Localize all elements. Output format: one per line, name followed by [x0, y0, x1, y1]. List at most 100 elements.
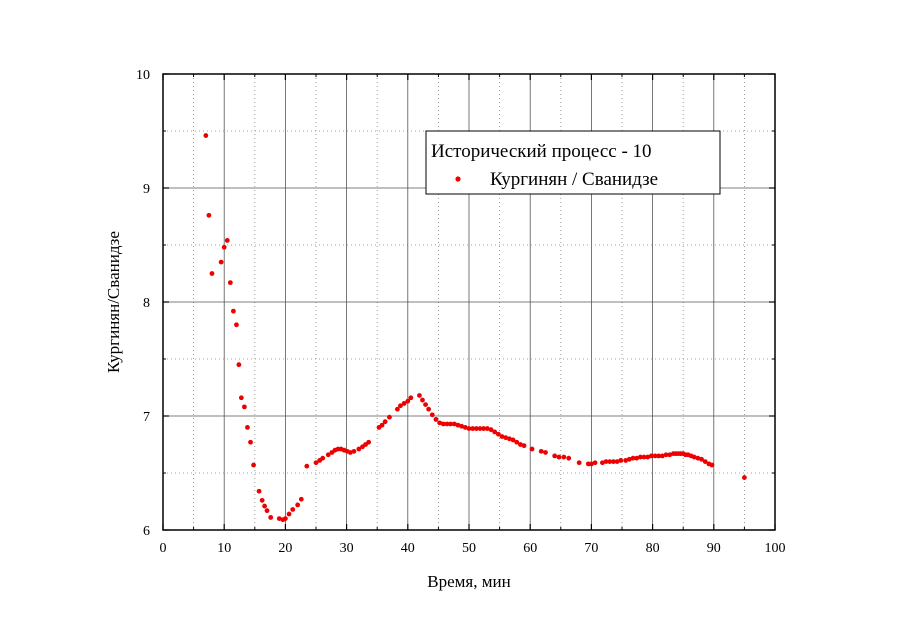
data-point — [351, 448, 357, 454]
data-point — [645, 454, 651, 460]
data-point — [276, 516, 282, 521]
data-point — [218, 259, 224, 265]
y-tick-label: 6 — [143, 524, 150, 539]
data-point — [623, 458, 629, 463]
data-point — [451, 421, 457, 427]
data-point — [473, 426, 479, 431]
data-point — [634, 455, 640, 461]
x-tick-label: 100 — [765, 541, 786, 556]
data-point — [556, 454, 562, 460]
data-point — [470, 426, 476, 431]
data-point — [656, 453, 662, 459]
y-axis-ticks: 6 7 8 9 10 — [136, 68, 775, 539]
data-point — [691, 454, 697, 460]
data-point — [248, 439, 253, 445]
data-point — [448, 421, 454, 427]
data-point — [538, 448, 544, 454]
data-point — [440, 421, 446, 427]
data-point — [641, 454, 647, 460]
data-point — [356, 446, 362, 452]
data-point — [589, 461, 594, 467]
data-point — [259, 497, 265, 503]
data-point — [234, 322, 239, 328]
data-point — [382, 419, 388, 425]
legend-title: Исторический процесс - 10 — [431, 141, 652, 162]
x-tick-label: 60 — [523, 541, 537, 556]
data-point — [603, 459, 609, 464]
data-point — [637, 454, 643, 460]
x-axis-ticks: 0 10 20 30 40 50 60 70 80 90 100 — [160, 74, 786, 556]
data-point — [420, 397, 425, 403]
x-axis-label: Время, мин — [427, 572, 510, 591]
legend-entry: Кургинян / Сванидзе — [490, 169, 658, 190]
minor-ticks — [163, 74, 775, 530]
data-points — [203, 133, 747, 523]
legend-marker — [455, 176, 461, 182]
data-point — [429, 412, 435, 418]
data-point — [614, 459, 620, 464]
data-point — [492, 429, 498, 435]
data-point — [466, 426, 472, 431]
data-point — [600, 460, 605, 466]
x-tick-label: 10 — [217, 541, 231, 556]
data-point — [206, 212, 212, 218]
data-point — [561, 454, 567, 460]
data-point — [224, 238, 230, 243]
data-point — [379, 422, 385, 428]
y-tick-label: 10 — [136, 68, 150, 83]
data-point — [630, 455, 636, 461]
data-point — [503, 435, 509, 441]
data-point — [437, 420, 443, 426]
data-point — [417, 393, 422, 398]
x-tick-label: 0 — [160, 541, 167, 556]
data-point — [251, 462, 256, 468]
data-point — [484, 426, 490, 431]
data-point — [462, 425, 468, 430]
data-point — [495, 431, 501, 437]
data-point — [394, 406, 400, 412]
data-point — [423, 402, 428, 407]
data-point — [290, 507, 296, 512]
data-point — [626, 456, 632, 462]
data-point — [695, 455, 701, 461]
data-point — [298, 496, 304, 502]
data-point — [268, 515, 274, 520]
data-point — [236, 362, 242, 368]
y-axis-label: Кургинян/Сванидзе — [104, 231, 123, 373]
data-point — [295, 502, 301, 508]
data-point — [481, 426, 487, 431]
data-point — [702, 459, 708, 464]
data-point — [444, 421, 450, 427]
data-point — [264, 508, 270, 514]
data-point — [477, 426, 483, 431]
data-point — [283, 516, 288, 521]
x-tick-label: 30 — [340, 541, 354, 556]
data-point — [230, 308, 236, 314]
data-point — [408, 395, 414, 401]
y-tick-label: 9 — [143, 182, 150, 197]
data-point — [576, 460, 582, 466]
data-point — [203, 133, 209, 138]
data-point — [699, 456, 704, 462]
data-point — [543, 450, 548, 455]
x-tick-label: 40 — [401, 541, 415, 556]
data-point — [607, 459, 613, 464]
data-point — [433, 417, 439, 422]
legend-box — [425, 130, 721, 195]
data-point — [709, 462, 715, 468]
x-tick-label: 20 — [278, 541, 292, 556]
data-point — [238, 395, 244, 401]
data-point — [506, 436, 512, 442]
data-point — [652, 453, 658, 459]
data-point — [514, 439, 520, 445]
data-point — [459, 423, 465, 429]
data-point — [667, 452, 673, 458]
data-point — [499, 434, 505, 439]
data-point — [742, 475, 747, 480]
x-tick-label: 70 — [584, 541, 598, 556]
data-point — [518, 442, 523, 447]
data-point — [286, 511, 292, 517]
x-tick-label: 90 — [707, 541, 721, 556]
data-point — [262, 503, 267, 509]
data-point — [648, 453, 654, 459]
